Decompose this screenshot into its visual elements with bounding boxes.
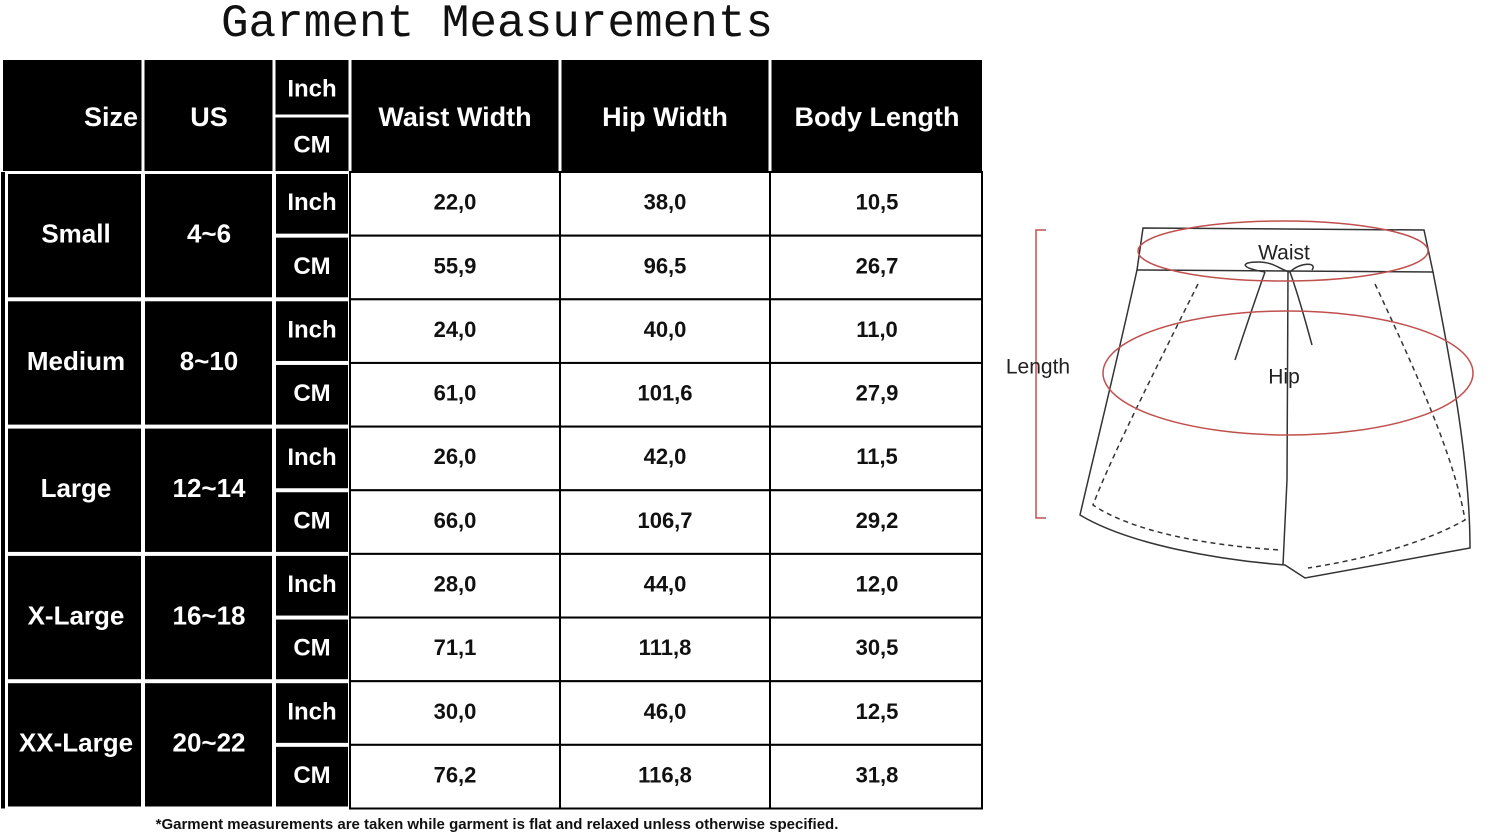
header-unit: CM	[293, 131, 330, 158]
dark-cell	[8, 555, 141, 680]
center-seam	[1282, 271, 1289, 566]
data-row	[349, 680, 983, 746]
measurement: 46,0	[644, 699, 687, 724]
measurement: 11,5	[856, 444, 898, 469]
dark-cell	[8, 683, 141, 807]
dark-cell	[276, 555, 348, 616]
waist-label: Waist	[1258, 242, 1310, 265]
measurement: 12,5	[856, 699, 899, 724]
dark-cell	[276, 174, 348, 234]
data-row	[349, 298, 983, 364]
us-size: 20~22	[172, 728, 245, 758]
dark-cell	[276, 301, 348, 361]
dark-cell	[145, 301, 272, 425]
measurement: 76,2	[434, 762, 477, 787]
unit-label: CM	[293, 507, 330, 534]
measurement: 71,1	[434, 635, 477, 660]
dark-cell	[3, 60, 982, 171]
dark-cell	[145, 174, 272, 298]
measurement: 116,8	[638, 762, 692, 787]
hip-label: Hip	[1268, 366, 1300, 389]
shorts-diagram	[1035, 220, 1474, 579]
dark-cell	[276, 492, 348, 552]
size-label: Large	[41, 473, 112, 503]
title: Garment Measurements	[221, 0, 773, 50]
measurement: 55,9	[434, 253, 477, 278]
header-column: Hip Width	[602, 102, 728, 132]
measurement: 11,0	[856, 317, 898, 342]
length-label: Length	[1006, 356, 1070, 379]
measurement: 66,0	[434, 508, 477, 533]
us-size: 16~18	[172, 600, 245, 630]
measurement: 10,5	[856, 190, 899, 215]
measurement: 30,5	[856, 635, 899, 660]
dark-cell	[276, 237, 348, 298]
size-label: Small	[41, 219, 110, 249]
unit-label: Inch	[287, 571, 336, 598]
measurement: 31,8	[856, 762, 899, 787]
dark-cell	[276, 683, 348, 743]
dark-cell	[145, 683, 272, 807]
measurement: 24,0	[434, 317, 477, 342]
hip-ellipse	[1102, 310, 1474, 436]
dark-cell	[8, 428, 141, 552]
us-size: 12~14	[172, 473, 246, 503]
dark-cell	[145, 428, 272, 552]
right-piping	[1307, 283, 1466, 569]
measurement: 106,7	[637, 508, 692, 533]
dark-cell	[276, 364, 348, 425]
unit-label: CM	[293, 762, 330, 789]
waist-ellipse	[1137, 220, 1429, 282]
measurement: 40,0	[644, 317, 687, 342]
size-label: Medium	[27, 346, 125, 376]
size-table: Size US Inch CM Waist Width Hip Width Body Len…	[1, 60, 983, 810]
measurement: 29,2	[856, 508, 899, 533]
measurement: 22,0	[434, 190, 477, 215]
measurement: 38,0	[644, 190, 687, 215]
data-row	[349, 425, 983, 492]
us-size: 8~10	[180, 346, 239, 376]
header-column: Waist Width	[378, 102, 531, 132]
unit-label: CM	[293, 253, 330, 280]
footnote: *Garment measurements are taken while ga…	[156, 816, 839, 833]
unit-label: CM	[293, 380, 330, 407]
dark-cell	[8, 174, 141, 298]
dark-cell	[145, 555, 272, 680]
dark-cell	[276, 619, 348, 680]
measurement: 96,5	[644, 253, 687, 278]
unit-label: Inch	[287, 698, 336, 725]
measurement: 42,0	[644, 444, 687, 469]
unit-label: CM	[293, 635, 330, 662]
header-column: Body Length	[795, 102, 960, 132]
unit-label: Inch	[287, 189, 336, 216]
unit-label: Inch	[287, 316, 336, 343]
measurement: 111,8	[639, 635, 692, 660]
measurement: 26,7	[856, 253, 899, 278]
us-size: 4~6	[187, 219, 231, 249]
measurement: 27,9	[856, 381, 899, 406]
measurement: 12,0	[856, 572, 899, 597]
measurement: 61,0	[434, 381, 477, 406]
dark-cell	[8, 301, 141, 425]
measurement: 44,0	[644, 572, 687, 597]
size-label: X-Large	[28, 600, 125, 630]
measurement: 28,0	[434, 572, 477, 597]
data-row	[349, 743, 983, 810]
unit-label: Inch	[287, 444, 336, 471]
measurement: 26,0	[434, 444, 477, 469]
dark-cell	[276, 746, 348, 807]
data-row	[349, 616, 983, 683]
size-label: XX-Large	[19, 728, 133, 758]
header-us: US	[190, 102, 228, 132]
header-unit: Inch	[287, 75, 336, 102]
length-bracket	[1035, 229, 1046, 519]
dark-cell	[276, 428, 348, 489]
shorts-outline	[1079, 269, 1471, 579]
header-size: Size	[84, 102, 138, 132]
measurement: 30,0	[434, 699, 477, 724]
measurement: 101,6	[637, 381, 692, 406]
left-piping	[1092, 283, 1281, 551]
